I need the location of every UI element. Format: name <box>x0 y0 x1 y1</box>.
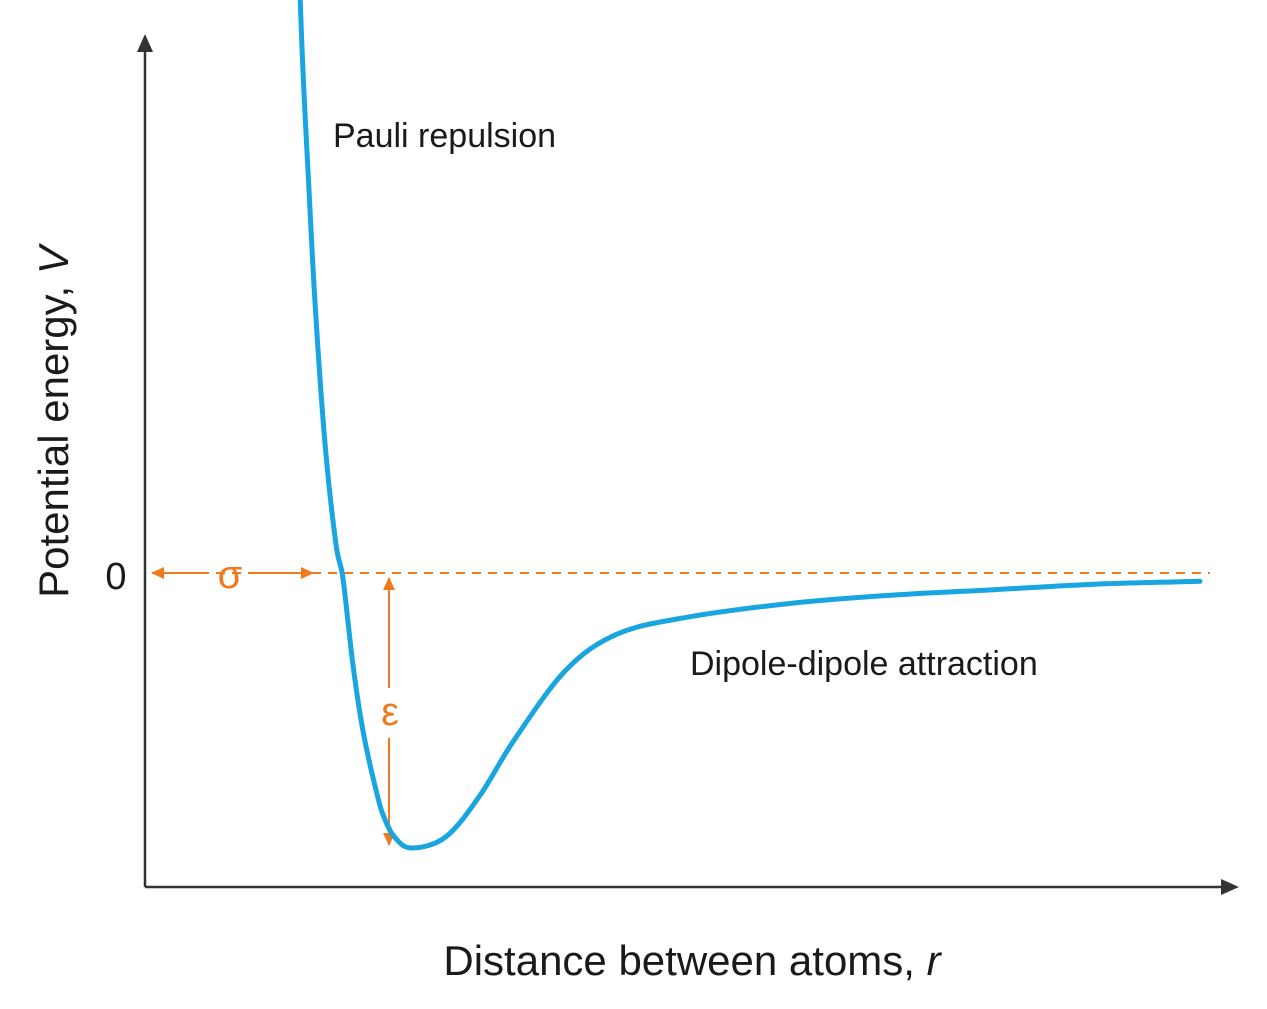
zero-tick-label: 0 <box>105 556 126 598</box>
epsilon-label: ε <box>381 690 399 734</box>
x-axis-variable: r <box>927 937 943 984</box>
dipole-attraction-label: Dipole-dipole attraction <box>690 645 1038 683</box>
y-axis-variable: V <box>30 242 77 274</box>
y-axis-label-text: Potential energy, <box>30 274 77 598</box>
sigma-label: σ <box>218 553 243 597</box>
y-axis-label: Potential energy, V <box>30 242 77 598</box>
x-axis-label: Distance between atoms, r <box>443 937 942 984</box>
x-axis-label-text: Distance between atoms, <box>443 937 926 984</box>
pauli-repulsion-label: Pauli repulsion <box>333 117 556 155</box>
potential-energy-curve <box>297 0 1203 851</box>
